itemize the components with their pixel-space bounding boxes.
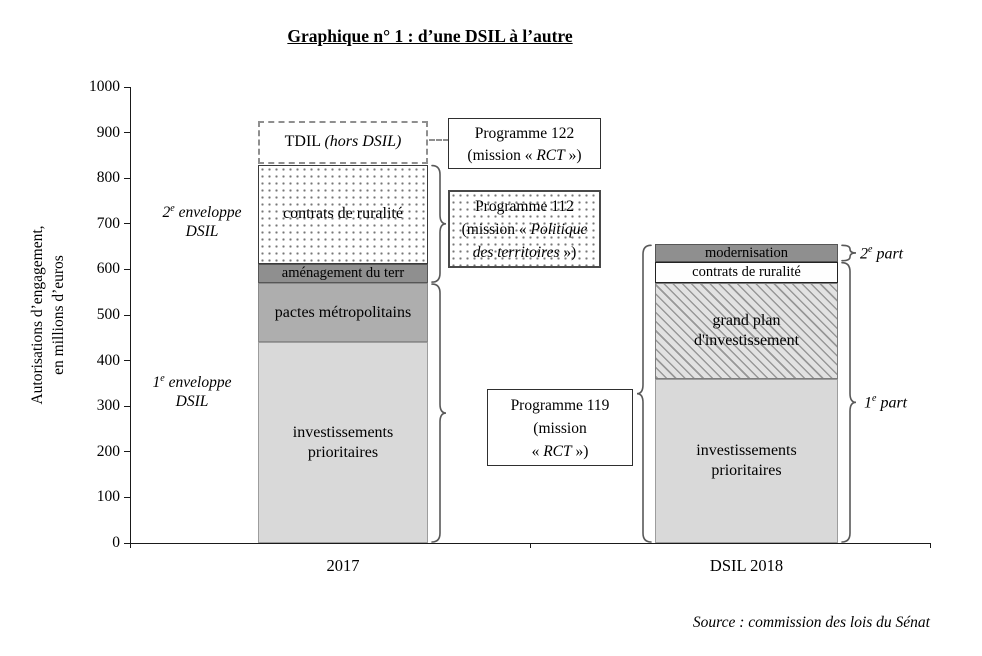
x-axis-line — [130, 543, 931, 544]
bar-segment-investissements-prioritaires: investissements prioritaires — [655, 378, 838, 543]
tdil-dashed-connector-line — [429, 139, 449, 141]
y-tick-mark — [124, 223, 130, 225]
text: enveloppe — [174, 204, 242, 222]
superscript: e — [872, 393, 877, 404]
annotation-line: DSIL — [185, 223, 219, 241]
text: 1 — [864, 394, 872, 412]
bar-segment-label: pactes métropolitains — [274, 303, 412, 321]
y-tick-mark — [124, 542, 130, 544]
x-axis-tick — [929, 543, 931, 548]
text: ») — [564, 147, 582, 164]
y-tick-mark — [124, 86, 130, 88]
text: ») — [571, 443, 589, 460]
bar-segment-contrats-de-ruralite: contrats de ruralité — [258, 164, 428, 264]
program-122-line1: Programme 122 — [474, 125, 575, 142]
text: 2 — [860, 245, 868, 263]
bar-segment-contrats-de-ruralite: contrats de ruralité — [655, 261, 838, 284]
program-122-box: Programme 122 (mission « RCT ») — [448, 118, 601, 169]
bar-segment-amenagement-du-terr: aménagement du terr — [258, 263, 428, 284]
y-tick-label-300: 300 — [96, 397, 120, 415]
y-tick-label-200: 200 — [96, 442, 120, 460]
source-note: Source : commission des lois du Sénat — [692, 614, 930, 631]
annotation-2e-part: 2e part — [860, 244, 903, 263]
text: 1 — [152, 374, 161, 392]
x-axis-tick — [129, 543, 131, 548]
text: (mission « — [467, 147, 537, 164]
bar-segment-label: aménagement du terr — [281, 265, 405, 282]
y-tick-label-0: 0 — [112, 534, 120, 551]
text-italic: des territoires — [472, 244, 560, 261]
bar-segment-label: contrats de ruralité — [692, 264, 801, 281]
text: enveloppe — [164, 374, 232, 392]
bar-segment-label: investissements prioritaires — [696, 441, 797, 479]
y-axis-line — [130, 87, 131, 544]
y-tick-label-100: 100 — [96, 488, 120, 506]
program-119-box: Programme 119 (mission « RCT ») — [487, 389, 633, 466]
bar-segment-label: grand plan d'investissement — [693, 311, 800, 349]
bar-segment-label: modernisation — [705, 244, 788, 261]
text-italic: RCT — [543, 443, 572, 460]
y-tick-label-800: 800 — [96, 169, 120, 187]
program-119-line1: Programme 119 — [510, 397, 610, 414]
bar-segment-pactes-metropolitains: pactes métropolitains — [258, 283, 428, 343]
annotation-2e-enveloppe-dsil: 2e enveloppe DSIL — [150, 199, 254, 241]
text: 2 — [162, 204, 171, 222]
text: part — [876, 394, 908, 412]
annotation-1e-enveloppe-dsil: 1e enveloppe DSIL — [140, 369, 244, 411]
y-tick-mark — [124, 451, 130, 453]
superscript: e — [160, 373, 165, 384]
bar-segment-modernisation: modernisation — [655, 244, 838, 262]
text-italic: RCT — [536, 147, 565, 164]
annotation-line: 2e enveloppe — [150, 199, 254, 222]
y-tick-mark — [124, 268, 130, 270]
program-112-line1: Programme 112 — [475, 198, 574, 215]
y-tick-label-600: 600 — [96, 260, 120, 278]
text: « — [531, 443, 544, 460]
y-tick-mark — [124, 405, 130, 407]
annotation-line: DSIL — [175, 393, 209, 411]
bar-segment-label: investissements prioritaires — [292, 423, 394, 461]
chart-title: Graphique n° 1 : d’une DSIL à l’autre — [287, 26, 573, 46]
superscript: e — [868, 244, 873, 255]
text: ») — [559, 244, 577, 261]
text: part — [872, 245, 904, 263]
y-tick-label-500: 500 — [96, 306, 120, 323]
bar-segment-label: contrats de ruralité — [283, 205, 403, 223]
bar-segment-label-italic: (hors DSIL) — [324, 133, 402, 151]
y-tick-label-1000: 1000 — [89, 78, 120, 95]
text-italic: Politique — [530, 221, 588, 238]
annotation-1e-part: 1e part — [864, 393, 907, 412]
bar-segment-tdil: TDIL (hors DSIL) — [258, 121, 428, 164]
program-112-box: Programme 112 (mission « Politique des t… — [448, 190, 601, 268]
x-axis-tick — [529, 543, 531, 548]
annotation-line: 1e enveloppe — [140, 369, 244, 392]
y-tick-mark — [124, 177, 130, 179]
superscript: e — [170, 203, 175, 214]
x-category-label-dsil-2018: DSIL 2018 — [709, 556, 784, 575]
y-tick-mark — [124, 132, 130, 134]
program-112-line2: (mission « Politique — [450, 218, 599, 241]
y-tick-mark — [124, 496, 130, 498]
program-122-line2: (mission « RCT ») — [449, 145, 600, 167]
text: (mission « — [461, 221, 531, 238]
y-tick-label-700: 700 — [96, 214, 120, 232]
y-tick-mark — [124, 360, 130, 362]
y-tick-label-400: 400 — [96, 351, 120, 369]
bar-segment-investissements-prioritaires: investissements prioritaires — [258, 342, 428, 543]
y-tick-label-900: 900 — [96, 123, 120, 141]
x-category-label-2017: 2017 — [326, 556, 360, 575]
program-112-line3: des territoires ») — [450, 241, 599, 264]
program-119-line3: « RCT ») — [488, 440, 632, 463]
bar-segment-grand-plan-d-investissement: grand plan d'investissement — [655, 283, 838, 379]
program-119-line2: (mission — [533, 420, 587, 437]
bar-segment-label: TDIL (hors DSIL) — [284, 133, 402, 151]
y-tick-mark — [124, 314, 130, 316]
